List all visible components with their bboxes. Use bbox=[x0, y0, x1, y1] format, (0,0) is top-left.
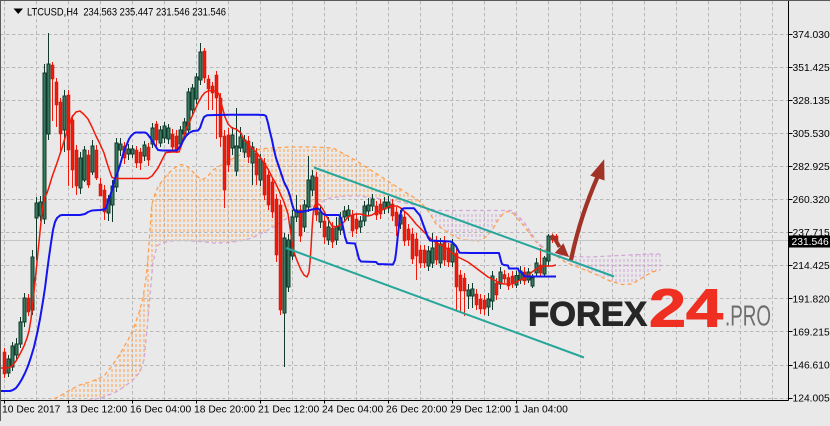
svg-text:260.320: 260.320 bbox=[793, 195, 830, 206]
svg-text:237.715: 237.715 bbox=[793, 228, 830, 239]
svg-text:18 Dec 20:00: 18 Dec 20:00 bbox=[194, 405, 256, 416]
svg-text:169.215: 169.215 bbox=[793, 327, 830, 338]
svg-text:FOREX: FOREX bbox=[528, 296, 647, 334]
svg-text:231.546: 231.546 bbox=[792, 237, 829, 248]
svg-text:1 Jan 04:00: 1 Jan 04:00 bbox=[514, 405, 568, 416]
svg-text:305.530: 305.530 bbox=[793, 129, 830, 140]
svg-text:214.425: 214.425 bbox=[793, 261, 830, 272]
svg-text:191.820: 191.820 bbox=[793, 294, 830, 305]
svg-text:29 Dec 12:00: 29 Dec 12:00 bbox=[450, 405, 512, 416]
svg-text:24: 24 bbox=[649, 279, 723, 339]
svg-text:21 Dec 12:00: 21 Dec 12:00 bbox=[258, 405, 320, 416]
svg-text:351.425: 351.425 bbox=[793, 63, 830, 74]
svg-text:24 Dec 04:00: 24 Dec 04:00 bbox=[322, 405, 384, 416]
svg-text:328.135: 328.135 bbox=[793, 96, 830, 107]
svg-text:13 Dec 12:00: 13 Dec 12:00 bbox=[66, 405, 128, 416]
svg-text:146.610: 146.610 bbox=[793, 360, 830, 371]
svg-text:10 Dec 2017: 10 Dec 2017 bbox=[2, 405, 61, 416]
svg-text:.PRO: .PRO bbox=[725, 301, 771, 333]
svg-text:124.005: 124.005 bbox=[793, 393, 830, 404]
svg-text:374.030: 374.030 bbox=[793, 30, 830, 41]
svg-text:LTCUSD,H4 234.563 235.447 231: LTCUSD,H4 234.563 235.447 231.546 231.54… bbox=[27, 7, 226, 19]
svg-text:282.925: 282.925 bbox=[793, 162, 830, 173]
svg-text:16 Dec 04:00: 16 Dec 04:00 bbox=[130, 405, 192, 416]
svg-text:26 Dec 20:00: 26 Dec 20:00 bbox=[386, 405, 448, 416]
